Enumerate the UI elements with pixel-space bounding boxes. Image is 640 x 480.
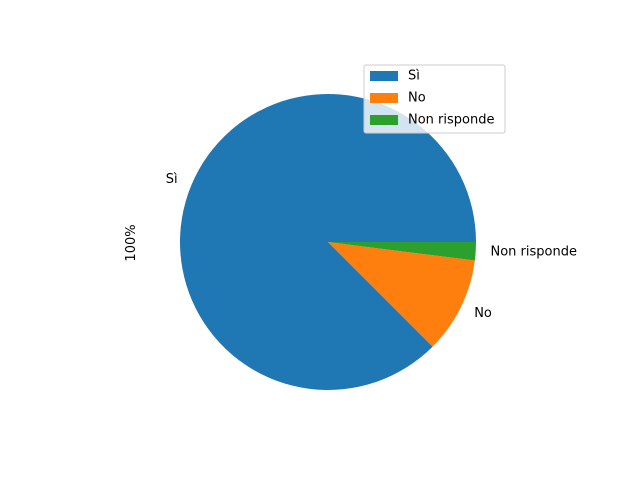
legend-swatch-non-risponde — [370, 115, 398, 125]
legend-frame — [363, 64, 506, 134]
legend-label-non-risponde: Non risponde — [408, 113, 494, 128]
legend-entries: Sì No Non risponde — [370, 69, 494, 128]
pie-slice-si — [180, 93, 477, 390]
pie-slice-no — [328, 242, 475, 347]
legend-label-si: Sì — [408, 69, 420, 84]
legend-label-no: No — [408, 91, 426, 106]
slice-label-si: Sì — [166, 172, 178, 187]
slice-label-no: No — [474, 306, 492, 321]
legend-swatch-si — [370, 71, 398, 81]
slice-label-non-risponde: Non risponde — [490, 245, 576, 260]
y-axis-label: 100% — [124, 224, 139, 261]
pie-slices — [180, 93, 477, 390]
legend-swatch-no — [370, 93, 398, 103]
pie-slice-non-risponde — [328, 242, 476, 261]
pie-slice-labels: Sì No Non risponde — [166, 172, 577, 321]
legend: Sì No Non risponde — [363, 64, 506, 134]
